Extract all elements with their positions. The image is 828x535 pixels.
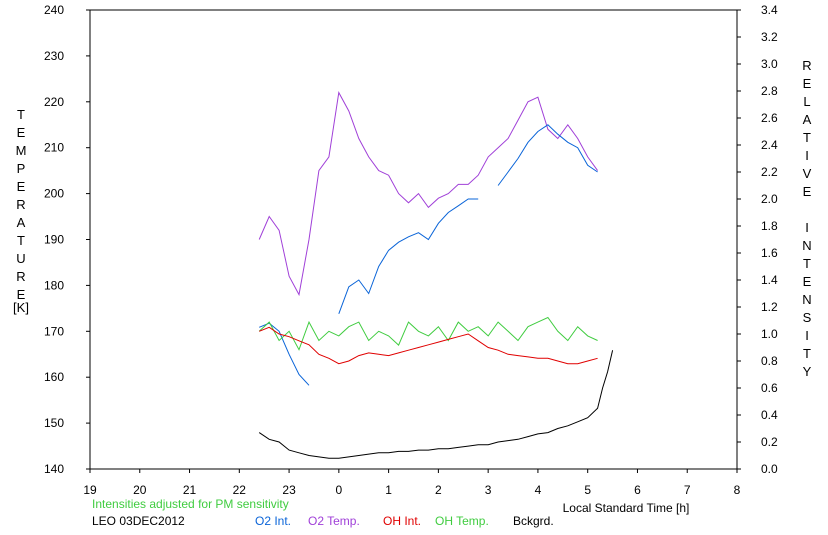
series-layer	[258, 91, 614, 459]
right-tick-label: 2.2	[761, 165, 778, 179]
axis-title-letter: A	[16, 215, 26, 230]
axis-title-letter: U	[16, 251, 26, 266]
series-oh-temp-line	[258, 316, 598, 351]
axis-title-letter: T	[803, 346, 811, 361]
right-tick-label: 2.0	[761, 192, 778, 206]
plot-frame	[89, 9, 738, 470]
right-tick-label: 0.8	[761, 354, 778, 368]
axis-title-letter: R	[16, 269, 26, 284]
right-tick-label: 0.0	[761, 462, 778, 476]
axis-title-letter: T	[803, 256, 811, 271]
axis-title-letter: M	[15, 143, 27, 158]
axis-title-letter: Y	[802, 364, 812, 379]
right-tick-label: 1.0	[761, 327, 778, 341]
right-tick-label: 0.4	[761, 408, 778, 422]
axis-title-letter: L	[803, 94, 811, 109]
x-tick-label: 0	[336, 483, 343, 497]
x-tick-label: 7	[684, 483, 691, 497]
x-tick-label: 23	[282, 483, 296, 497]
axis-title-letter: V	[802, 166, 812, 181]
right-tick-label: 1.6	[761, 246, 778, 260]
legend-item: O2 Temp.	[308, 514, 360, 528]
axis-title-letter: R	[802, 58, 812, 73]
axis-title-letter: N	[802, 238, 812, 253]
legend-item: O2 Int.	[255, 514, 292, 528]
axis-title-letter: R	[16, 197, 26, 212]
right-tick-label: 3.4	[761, 3, 778, 17]
axis-title-letter: I	[805, 328, 809, 343]
axis-title-letter: A	[802, 112, 812, 127]
left-axis-unit: [K]	[13, 300, 29, 315]
x-tick-label: 2	[435, 483, 442, 497]
axis-title-letter: P	[16, 161, 26, 176]
axis-title-letter: T	[17, 233, 25, 248]
x-axis: 19 20 21 22 23 0 1 2 3 4 5 6 7 8	[83, 469, 741, 497]
right-tick-label: 2.6	[761, 111, 778, 125]
left-tick-label: 180	[44, 278, 64, 292]
x-tick-label: 19	[83, 483, 97, 497]
left-tick-label: 170	[44, 324, 64, 338]
right-tick-label: 1.4	[761, 273, 778, 287]
left-tick-label: 240	[44, 3, 64, 17]
left-tick-label: 220	[44, 95, 64, 109]
axis-title-letter: T	[803, 130, 811, 145]
axis-title-letter: S	[802, 310, 812, 325]
series-bckgrd-line	[258, 350, 614, 459]
x-tick-label: 20	[133, 483, 147, 497]
legend-item: Bckgrd.	[513, 514, 554, 528]
axis-title-letter: E	[802, 184, 812, 199]
axis-title-letter: I	[805, 148, 809, 163]
x-tick-label: 8	[734, 483, 741, 497]
x-tick-label: 4	[535, 483, 542, 497]
left-tick-label: 160	[44, 370, 64, 384]
left-tick-label: 200	[44, 187, 64, 201]
right-axis: 3.4 3.2 3.0 2.8 2.6 2.4 2.2 2.0 1.8 1.6 1.4 1.2 1.0 0…	[737, 3, 778, 476]
legend-item: OH Int.	[383, 514, 422, 528]
axis-title-letter: E	[16, 125, 26, 140]
x-axis-title: Local Standard Time [h]	[563, 501, 690, 515]
axis-title-letter: E	[802, 274, 812, 289]
right-tick-label: 1.2	[761, 300, 778, 314]
series-o2-temp-line	[258, 91, 599, 297]
axis-title-letter: E	[16, 179, 26, 194]
x-tick-label: 5	[584, 483, 591, 497]
right-tick-label: 1.8	[761, 219, 778, 233]
right-tick-label: 0.6	[761, 381, 778, 395]
series-oh-int-line	[259, 326, 598, 365]
legend: O2 Int. O2 Temp. OH Int. OH Temp. Bckgrd.	[255, 514, 585, 530]
left-tick-label: 210	[44, 141, 64, 155]
x-tick-label: 6	[634, 483, 641, 497]
left-tick-label: 150	[44, 416, 64, 430]
right-tick-label: 3.2	[761, 30, 778, 44]
x-tick-label: 22	[233, 483, 247, 497]
x-tick-label: 21	[183, 483, 197, 497]
axis-title-letter: E	[802, 76, 812, 91]
left-axis: 240 230 220 210 200 190 180 170 160 150 140	[44, 3, 90, 476]
axis-title-letter: E	[16, 287, 26, 302]
x-tick-label: 1	[385, 483, 392, 497]
right-tick-label: 3.0	[761, 57, 778, 71]
axis-title-letter: I	[805, 220, 809, 235]
left-tick-label: 230	[44, 49, 64, 63]
left-tick-label: 190	[44, 233, 64, 247]
sensitivity-note: Intensities adjusted for PM sensitivity	[92, 497, 289, 511]
right-tick-label: 2.8	[761, 84, 778, 98]
right-tick-label: 0.2	[761, 435, 778, 449]
axis-title-space	[799, 201, 815, 219]
site-date: LEO 03DEC2012	[92, 514, 185, 528]
x-tick-label: 3	[485, 483, 492, 497]
axis-title-letter: N	[802, 292, 812, 307]
left-tick-label: 140	[44, 462, 64, 476]
legend-item: OH Temp.	[435, 514, 489, 528]
right-tick-label: 2.4	[761, 138, 778, 152]
axis-title-letter: T	[17, 107, 25, 122]
